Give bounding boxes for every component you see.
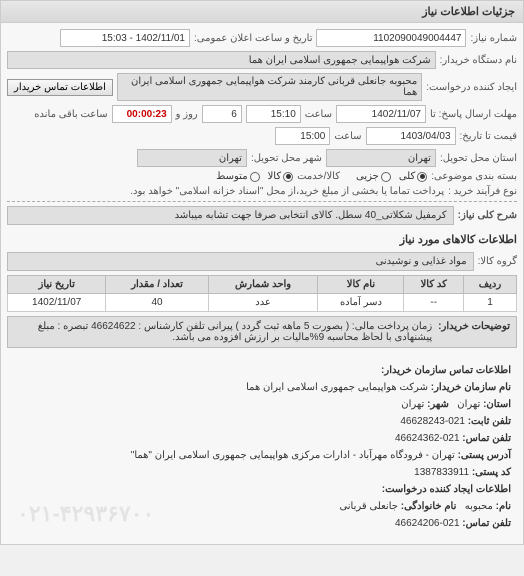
req-no-field: 1102090049004447 [316, 29, 466, 47]
fax-value: 021-46624362 [395, 433, 460, 444]
org-label: نام سازمان خریدار: [431, 382, 511, 393]
contact-section: اطلاعات تماس سازمان خریدار: نام سازمان خ… [7, 356, 517, 538]
form-body: شماره نیاز: 1102090049004447 تاریخ و ساع… [1, 23, 523, 544]
phone-label: تلفن ثابت: [468, 416, 511, 427]
deadline-time-field: 15:10 [246, 105, 301, 123]
days-label: روز و [176, 109, 198, 120]
buyer-contact-button[interactable]: اطلاعات تماس خریدار [7, 79, 113, 96]
c-phone-value: 021-46624206 [395, 518, 460, 529]
group-label: گروه کالا: [478, 256, 517, 267]
buyer-device-field: شرکت هواپیمایی جمهوری اسلامی ایران هما [7, 51, 436, 69]
radio-middle[interactable]: متوسط [216, 171, 259, 182]
addr-label: آدرس پستی: [458, 450, 511, 461]
deadline-label: مهلت ارسال پاسخ: تا [430, 109, 517, 120]
table-cell: -- [404, 294, 464, 312]
table-row: 1--دسر آمادهعدد401402/11/07 [8, 294, 517, 312]
delivery-state-field: تهران [326, 149, 436, 167]
goods-label: کالا/خدمت [297, 171, 340, 182]
package-radio-group: کلی جزیی [356, 171, 427, 182]
c-phone-label: تلفن تماس: [462, 518, 511, 529]
creator-field: محبوبه جانعلی قربانی کارمند شرکت هواپیما… [117, 73, 422, 101]
delivery-state-label: استان محل تحویل: [440, 153, 517, 164]
addr-value: تهران - فرودگاه مهرآباد - ادارات مرکزی ه… [131, 450, 455, 461]
fax-label: تلفن تماس: [462, 433, 511, 444]
goods-info-header: اطلاعات کالاهای مورد نیاز [7, 231, 517, 248]
radio-all-label: کلی [399, 171, 415, 182]
state-value: تهران [457, 399, 480, 410]
goods-radio-group: کالا متوسط [216, 171, 293, 182]
table-header: کد کالا [404, 276, 464, 294]
desc-title-label: شرح کلی نیاز: [458, 210, 517, 221]
delivery-city-field: تهران [137, 149, 247, 167]
c-name-label: نام: [496, 501, 511, 512]
table-cell: 1402/11/07 [8, 294, 106, 312]
table-header: تعداد / مقدار [106, 276, 208, 294]
radio-dot-icon [250, 172, 260, 182]
countdown-field: 00:00:23 [112, 105, 172, 123]
notes-label: توضیحات خریدار: [438, 321, 510, 343]
quote-until-time-label: ساعت [334, 131, 361, 142]
quote-until-time: 15:00 [275, 127, 330, 145]
pub-date-field: 1402/11/01 - 15:03 [60, 29, 190, 47]
table-header: تاریخ نیاز [8, 276, 106, 294]
days-field: 6 [202, 105, 242, 123]
divider [7, 201, 517, 202]
radio-dot-icon [417, 172, 427, 182]
contact-header: اطلاعات تماس سازمان خریدار: [381, 365, 511, 376]
city-label: شهر: [427, 399, 449, 410]
radio-dot-icon [381, 172, 391, 182]
package-label: بسته بندی موضوعی: [431, 171, 517, 182]
creator-label: ایجاد کننده درخواست: [426, 82, 517, 93]
panel-title: جزئیات اطلاعات نیاز [1, 1, 523, 23]
radio-middle-label: متوسط [216, 171, 247, 182]
c-family-value: جانعلی قربانی [339, 501, 398, 512]
c-name-value: محبوبه [465, 501, 493, 512]
state-label: استان: [483, 399, 511, 410]
phone-value: 021-46628243 [400, 416, 465, 427]
creator-header: اطلاعات ایجاد کننده درخواست: [382, 484, 511, 495]
zip-label: کد پستی: [472, 467, 511, 478]
zip-value: 1387833911 [414, 467, 469, 478]
notes-text: زمان پرداخت مالی: ( بصورت 5 ماهه ثبت گرد… [14, 321, 432, 343]
buyer-device-label: نام دستگاه خریدار: [440, 55, 517, 66]
radio-partial-label: جزیی [356, 171, 379, 182]
pub-date-label: تاریخ و ساعت اعلان عمومی: [194, 33, 313, 44]
radio-partial[interactable]: جزیی [356, 171, 391, 182]
quote-until-label: قیمت تا تاریخ: [460, 131, 517, 142]
table-cell: 40 [106, 294, 208, 312]
details-panel: جزئیات اطلاعات نیاز شماره نیاز: 11020900… [0, 0, 524, 545]
deadline-date-field: 1402/11/07 [336, 105, 426, 123]
delivery-city-label: شهر محل تحویل: [251, 153, 322, 164]
radio-all[interactable]: کلی [399, 171, 427, 182]
table-header: ردیف [464, 276, 517, 294]
payment-note: پرداخت تماما یا بخشی از مبلغ خرید،از محل… [7, 186, 444, 197]
table-cell: دسر آماده [318, 294, 404, 312]
goods-table: ردیفکد کالانام کالاواحد شمارشتعداد / مقد… [7, 275, 517, 312]
buyer-notes-box: توضیحات خریدار: زمان پرداخت مالی: ( بصور… [7, 316, 517, 348]
radio-dot-icon [283, 172, 293, 182]
table-header: نام کالا [318, 276, 404, 294]
org-value: شرکت هواپیمایی جمهوری اسلامی ایران هما [246, 382, 428, 393]
radio-goods[interactable]: کالا [268, 171, 294, 182]
radio-goods-label: کالا [268, 171, 282, 182]
remaining-label: ساعت باقی مانده [34, 109, 107, 120]
table-header-row: ردیفکد کالانام کالاواحد شمارشتعداد / مقد… [8, 276, 517, 294]
group-field: مواد غذایی و نوشیدنی [7, 252, 474, 271]
deadline-time-label: ساعت [305, 109, 332, 120]
quote-until-date: 1403/04/03 [366, 127, 456, 145]
desc-title-field: کرمفیل شکلاتی_40 سطل. کالای انتخابی صرفا… [7, 206, 454, 225]
watermark: ۰۲۱-۴۲۹۳۶۷۰۰ [17, 495, 154, 532]
payment-label: نوع فرآیند خرید : [448, 186, 517, 197]
table-header: واحد شمارش [208, 276, 318, 294]
city-value: تهران [401, 399, 424, 410]
table-cell: عدد [208, 294, 318, 312]
req-no-label: شماره نیاز: [470, 33, 517, 44]
c-family-label: نام خانوادگی: [401, 501, 457, 512]
table-cell: 1 [464, 294, 517, 312]
